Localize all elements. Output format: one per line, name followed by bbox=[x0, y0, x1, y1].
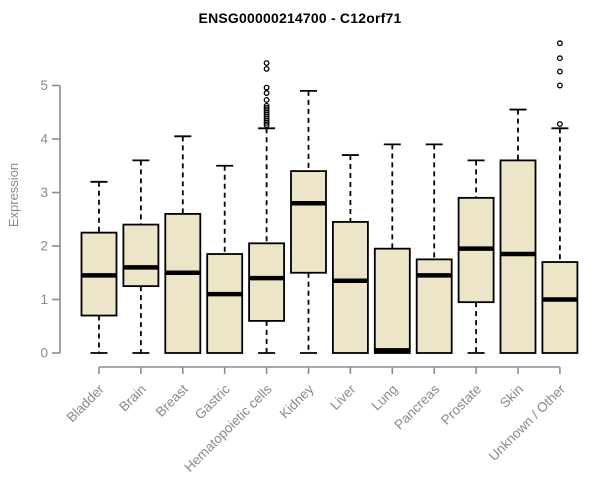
outlier-point bbox=[263, 90, 270, 96]
x-category-label: Kidney bbox=[277, 381, 317, 421]
chart-title: ENSG00000214700 - C12orf71 bbox=[198, 10, 402, 26]
y-tick-label: 2 bbox=[40, 239, 48, 254]
iqr-box bbox=[541, 261, 579, 354]
x-category-label: Pancreas bbox=[391, 381, 442, 432]
outlier-point bbox=[263, 60, 270, 66]
x-category-label: Liver bbox=[327, 381, 359, 413]
box-prostate bbox=[457, 159, 495, 354]
outlier-point bbox=[263, 84, 270, 91]
box-brain bbox=[122, 159, 160, 354]
y-axis-label: Expression bbox=[6, 162, 21, 228]
y-tick-label: 3 bbox=[40, 185, 48, 200]
box-kidney bbox=[290, 89, 327, 354]
box-pancreas bbox=[415, 143, 453, 354]
iqr-box bbox=[206, 253, 244, 354]
iqr-box bbox=[290, 170, 327, 274]
box-lung bbox=[373, 143, 411, 354]
outlier-point bbox=[263, 65, 270, 72]
x-category-label: Bladder bbox=[64, 381, 108, 425]
iqr-box bbox=[164, 212, 202, 354]
y-tick-label: 1 bbox=[40, 292, 48, 307]
y-tick-label: 0 bbox=[40, 346, 48, 361]
y-axis: 0 1 2 3 4 5 bbox=[40, 78, 61, 361]
outlier-point bbox=[556, 121, 563, 127]
iqr-box bbox=[248, 242, 286, 322]
x-category-label: Lung bbox=[369, 382, 401, 414]
y-tick-label: 4 bbox=[40, 132, 48, 147]
box-liver bbox=[331, 154, 369, 354]
iqr-box bbox=[122, 223, 160, 288]
outlier-point bbox=[263, 105, 270, 111]
outlier-point bbox=[556, 55, 563, 62]
box-gastric bbox=[206, 164, 244, 354]
x-category-label: Unknown / Other bbox=[486, 381, 569, 464]
outlier-point bbox=[556, 40, 563, 47]
box-breast bbox=[164, 135, 202, 354]
outlier-point bbox=[263, 96, 270, 103]
outlier-point bbox=[556, 82, 563, 89]
x-category-label: Prostate bbox=[438, 382, 484, 428]
outlier-point bbox=[556, 68, 563, 75]
box-skin bbox=[499, 108, 537, 354]
box-unknown-other bbox=[541, 40, 579, 354]
x-category-label: Breast bbox=[153, 381, 191, 419]
x-category-label: Skin bbox=[497, 382, 526, 411]
x-category-label: Brain bbox=[116, 382, 149, 415]
outlier-point bbox=[263, 102, 270, 109]
iqr-box bbox=[331, 221, 369, 354]
box-bladder bbox=[80, 180, 118, 354]
box-hematopoietic-cells bbox=[248, 60, 286, 354]
iqr-box bbox=[499, 159, 537, 354]
iqr-box bbox=[373, 247, 411, 354]
y-tick-label: 5 bbox=[40, 78, 48, 93]
x-category-label: Gastric bbox=[192, 381, 233, 422]
